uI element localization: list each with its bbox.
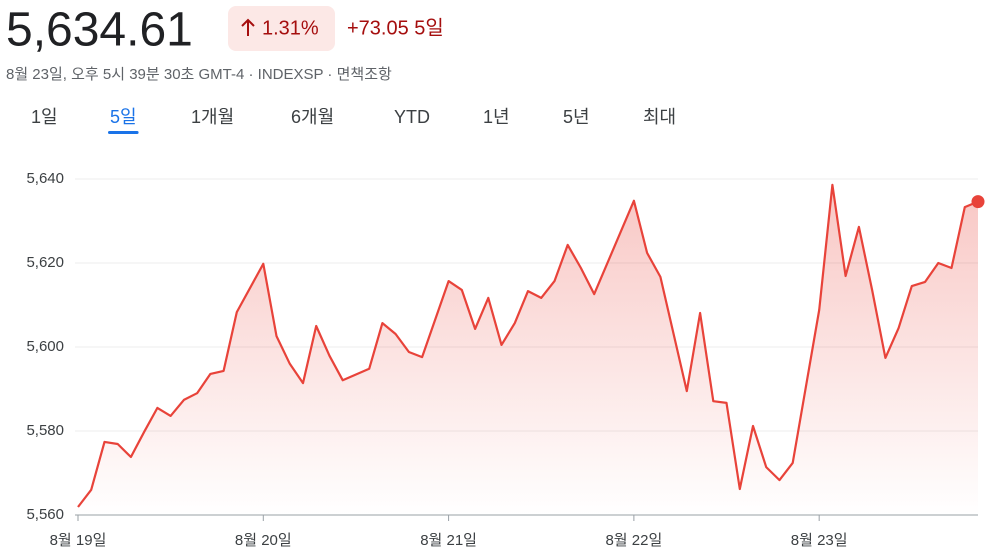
change-badge (228, 6, 335, 51)
x-tick-label: 8월 23일 (791, 532, 848, 549)
y-tick-label: 5,620 (26, 254, 64, 271)
x-tick-label: 8월 21일 (420, 532, 477, 549)
tabs: 1일 5일 1개월 6개월 YTD 1년 5년 최대 (31, 107, 676, 134)
tab[interactable]: 5일 (110, 107, 137, 127)
tab[interactable]: 1일 (31, 107, 58, 127)
tab-underline (108, 131, 139, 134)
tab[interactable]: 최대 (643, 107, 676, 127)
tab[interactable]: 6개월 (291, 107, 334, 127)
price: 5,634.61 (6, 4, 193, 57)
x-tick-label: 8월 20일 (235, 532, 292, 549)
tab[interactable]: 5년 (563, 107, 590, 127)
y-tick-label: 5,560 (26, 506, 64, 523)
x-tick-label: 8월 22일 (605, 532, 662, 549)
tab[interactable]: 1개월 (191, 107, 234, 127)
change-value: +73.05 5일 (347, 16, 444, 39)
y-tick-label: 5,640 (26, 170, 64, 187)
y-tick-label: 5,600 (26, 338, 64, 355)
y-tick-label: 5,580 (26, 422, 64, 439)
up-arrow (241, 18, 255, 36)
chart: 5,560 5,580 5,600 5,620 5,640 8월 19일 8월 20일 8월 … (26, 170, 985, 549)
area-fill (78, 184, 978, 515)
change-percent: 1.31% (262, 17, 319, 39)
last-point (971, 195, 985, 209)
subtitle: 8월 23일, 오후 5시 39분 30초 GMT-4 · INDEXSP · … (6, 66, 392, 83)
x-tick-label: 8월 19일 (50, 532, 107, 549)
tab[interactable]: YTD (394, 107, 430, 127)
tab[interactable]: 1년 (483, 107, 510, 127)
price-line (77, 183, 979, 508)
